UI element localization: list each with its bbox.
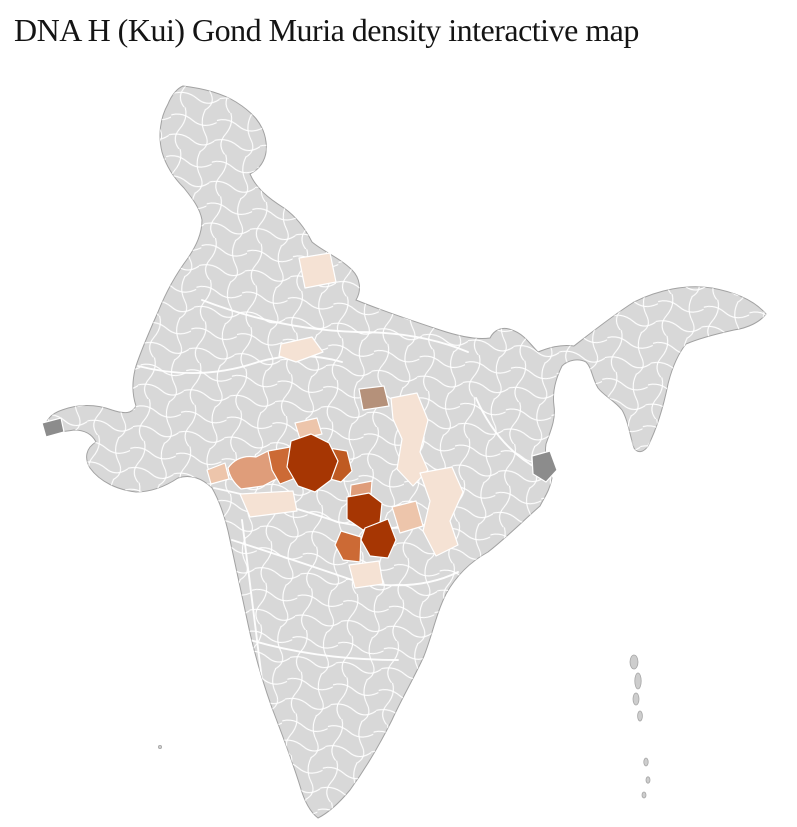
andaman-nicobar-islands[interactable] xyxy=(157,654,651,799)
state-border-line xyxy=(241,519,263,681)
district-low-density[interactable] xyxy=(294,417,323,440)
district-very-low-density[interactable] xyxy=(348,560,384,589)
island-shape[interactable] xyxy=(643,757,649,767)
state-border-line xyxy=(137,355,343,375)
district-low-density[interactable] xyxy=(206,462,230,485)
district-high-density[interactable] xyxy=(286,433,339,493)
district-no-data-dark[interactable] xyxy=(531,450,558,483)
page-title: DNA H (Kui) Gond Muria density interacti… xyxy=(14,12,639,48)
state-border-line xyxy=(475,397,541,471)
island-shape[interactable] xyxy=(645,776,651,784)
district-very-low-density[interactable] xyxy=(278,336,324,363)
district-medium-density[interactable] xyxy=(334,530,362,563)
district-high-density[interactable] xyxy=(360,518,397,559)
island-shape[interactable] xyxy=(629,654,639,670)
district-very-low-density[interactable] xyxy=(239,490,298,518)
island-shape[interactable] xyxy=(637,710,643,722)
state-border-line xyxy=(201,299,469,353)
island-shape[interactable] xyxy=(634,672,642,690)
district-muted-brown[interactable] xyxy=(358,385,390,411)
district-no-data-dark[interactable] xyxy=(41,417,65,438)
island-shape[interactable] xyxy=(641,791,647,799)
island-shape[interactable] xyxy=(157,745,162,750)
district-low-density[interactable] xyxy=(391,500,424,534)
district-very-low-density[interactable] xyxy=(298,252,337,289)
district-very-low-density[interactable] xyxy=(419,466,464,557)
state-border-line xyxy=(249,639,399,661)
island-shape[interactable] xyxy=(632,692,640,706)
density-districts-layer xyxy=(41,252,558,589)
district-very-low-density[interactable] xyxy=(390,392,429,487)
